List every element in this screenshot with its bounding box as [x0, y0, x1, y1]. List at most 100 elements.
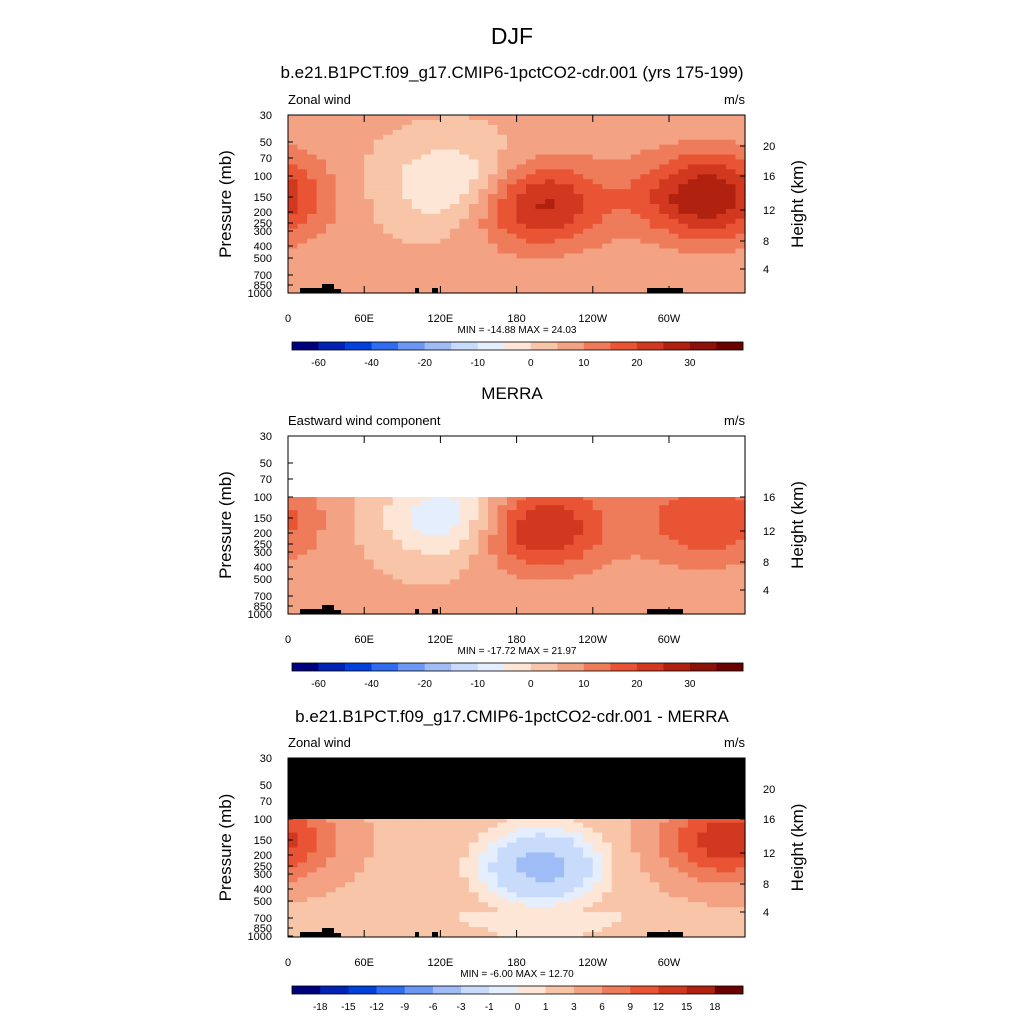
contour-cell: [659, 258, 670, 264]
colorbar-swatch: [292, 663, 319, 671]
contour-cell: [364, 564, 375, 571]
contour-cell: [735, 179, 746, 185]
contour-cell: [592, 500, 603, 506]
contour-cell: [659, 129, 670, 136]
contour-cell: [345, 569, 356, 576]
contour-cell: [383, 817, 394, 824]
contour-cell: [678, 529, 689, 536]
contour-cell: [497, 867, 508, 873]
contour-cell: [678, 154, 689, 161]
contour-cell: [364, 852, 375, 859]
contour-cell: [345, 144, 356, 151]
contour-cell: [506, 199, 518, 205]
contour-cell: [583, 233, 594, 240]
contour-cell: [307, 238, 318, 245]
contour-cell: [354, 154, 365, 161]
contour-cell: [402, 544, 413, 551]
contour-cell: [506, 500, 518, 506]
contour-cell: [411, 258, 422, 264]
contour-cell: [364, 218, 375, 225]
x-tick-label: 0: [285, 634, 291, 646]
contour-cell: [497, 169, 508, 175]
contour-cell: [535, 159, 546, 166]
contour-cell: [421, 827, 432, 834]
contour-cell: [345, 544, 356, 551]
contour-cell: [735, 159, 746, 166]
contour-cell: [573, 847, 584, 854]
colorbar-label: 10: [578, 358, 590, 369]
contour-cell: [373, 827, 384, 834]
contour-cell: [668, 594, 679, 600]
contour-cell: [564, 589, 575, 595]
contour-cell: [497, 258, 508, 264]
contour-cell: [659, 564, 670, 571]
contour-cell: [687, 273, 698, 279]
contour-cell: [535, 515, 546, 521]
contour-cell: [364, 822, 375, 829]
contour-cell: [459, 174, 470, 180]
contour-cell: [497, 189, 508, 195]
contour-cell: [678, 273, 689, 279]
contour-cell: [335, 184, 346, 190]
contour-cell: [725, 204, 737, 210]
contour-cell: [478, 505, 489, 511]
contour-cell: [297, 213, 308, 220]
contour-cell: [649, 872, 660, 878]
contour-cell: [716, 238, 727, 245]
contour-cell: [449, 822, 460, 829]
contour-cell: [468, 534, 480, 541]
contour-cell: [383, 892, 394, 898]
contour-cell: [421, 549, 432, 556]
contour-cell: [630, 208, 641, 215]
contour-cell: [364, 253, 375, 259]
contour-cell: [345, 539, 356, 546]
contour-cell: [687, 842, 698, 849]
contour-cell: [478, 263, 489, 269]
contour-cell: [383, 238, 394, 245]
contour-cell: [440, 525, 451, 531]
contour-cell: [354, 208, 365, 215]
contour-cell: [307, 129, 318, 136]
contour-cell: [573, 539, 584, 546]
contour-cell: [402, 278, 413, 284]
contour-cell: [611, 213, 622, 220]
contour-cell: [402, 510, 413, 516]
contour-cell: [497, 529, 508, 536]
contour-cell: [564, 248, 575, 255]
contour-cell: [659, 847, 670, 854]
contour-cell: [573, 223, 584, 230]
contour-cell: [421, 520, 432, 526]
contour-cell: [335, 164, 346, 170]
contour-cell: [573, 179, 584, 185]
contour-cell: [725, 238, 737, 245]
contour-cell: [506, 559, 518, 566]
contour-cell: [516, 233, 527, 240]
contour-cell: [497, 159, 508, 166]
contour-cell: [611, 584, 622, 590]
contour-cell: [706, 604, 718, 610]
contour-cell: [373, 174, 384, 180]
contour-cell: [526, 529, 537, 536]
contour-cell: [706, 199, 718, 205]
contour-cell: [640, 253, 651, 259]
contour-cell: [640, 228, 651, 235]
contour-cell: [297, 579, 308, 585]
contour-cell: [354, 852, 365, 859]
contour-cell: [725, 164, 737, 170]
contour-cell: [611, 154, 622, 161]
contour-cell: [288, 520, 299, 526]
contour-cell: [611, 872, 622, 878]
contour-cell: [288, 594, 299, 600]
contour-cell: [288, 539, 299, 546]
contour-cell: [725, 529, 737, 536]
contour-cell: [316, 827, 327, 834]
colorbar-label: -40: [364, 358, 379, 369]
contour-cell: [297, 204, 308, 210]
contour-cell: [649, 233, 660, 240]
height-tick-label: 20: [763, 141, 775, 153]
contour-cell: [554, 500, 565, 506]
contour-cell: [716, 594, 727, 600]
contour-cell: [487, 124, 499, 131]
contour-cell: [687, 892, 698, 898]
contour-cell: [440, 594, 451, 600]
